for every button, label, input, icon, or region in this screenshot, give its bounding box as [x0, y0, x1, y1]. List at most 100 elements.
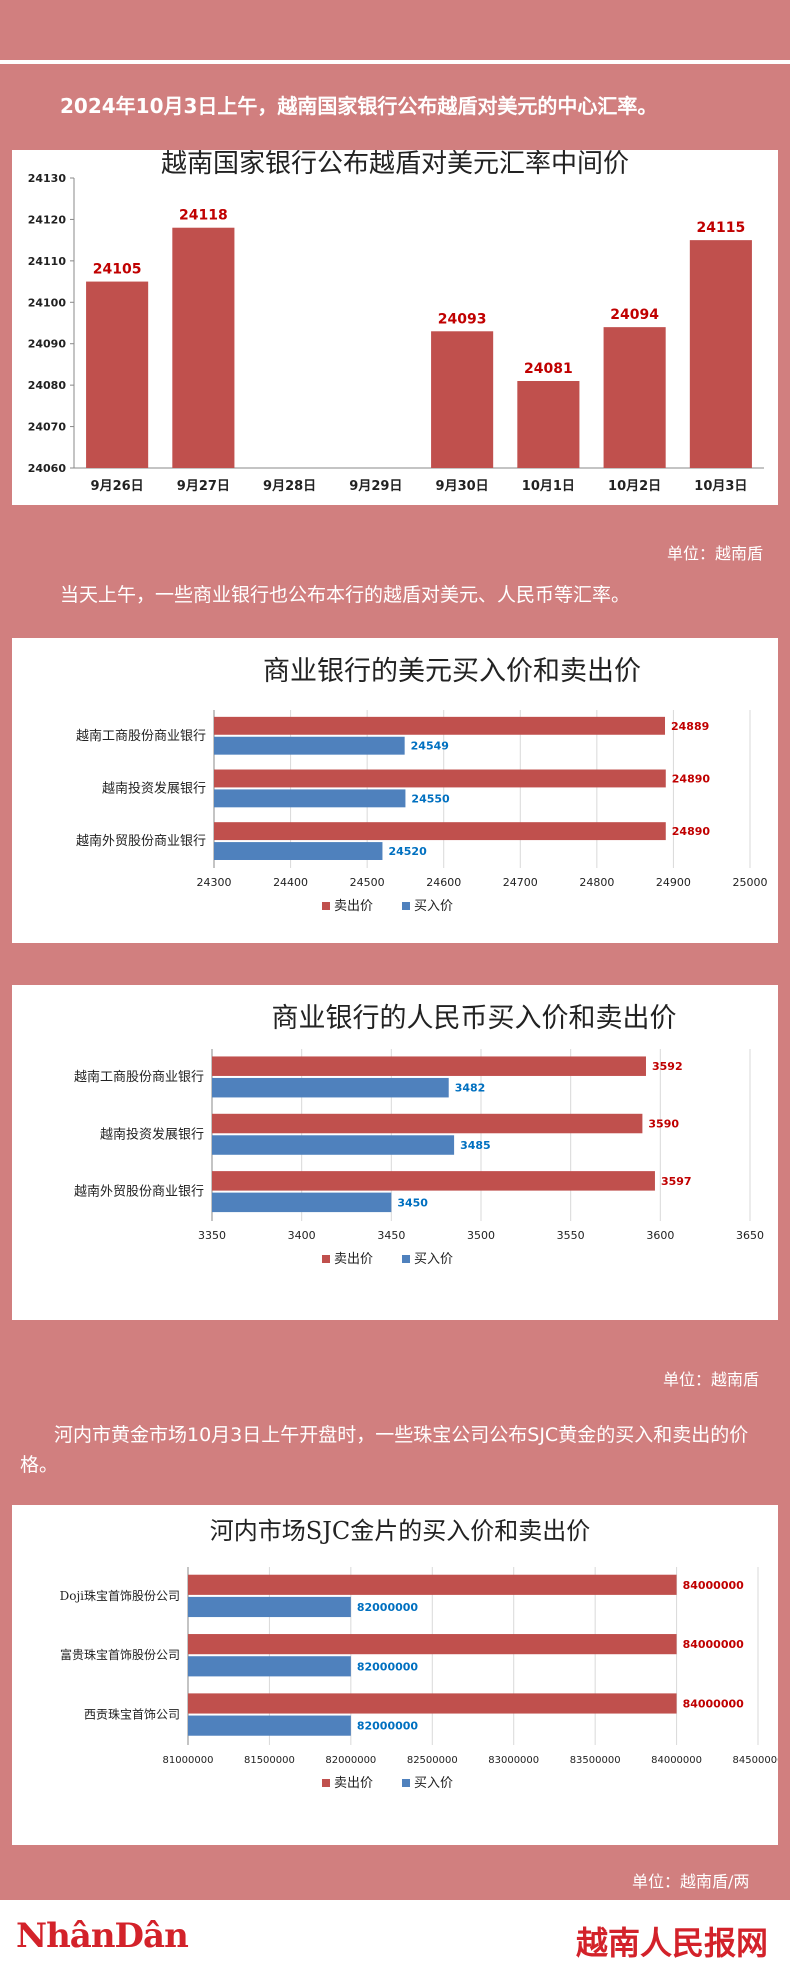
bar-buy	[188, 1715, 351, 1736]
bar-buy	[212, 1135, 455, 1155]
category-label: 富贵珠宝首饰股份公司	[60, 1647, 180, 1662]
data-label-buy: 82000000	[357, 1660, 419, 1673]
bar-sell	[188, 1634, 677, 1655]
unit-label-2: 单位：越南盾	[663, 1370, 760, 1389]
chart-cny-buy-sell: 商业银行的人民币买入价和卖出价 3350 3400 3450 3500 3550 3600 3…	[74, 1003, 764, 1267]
data-label-sell: 24890	[672, 825, 711, 838]
x-tick-label: 3450	[377, 1229, 405, 1242]
x-tick-label: 3550	[557, 1229, 585, 1242]
nhandan-logo[interactable]: NhânDân	[16, 1916, 189, 1956]
legend-swatch-sell	[322, 1779, 330, 1787]
bar-sell	[214, 716, 666, 735]
bar	[603, 327, 666, 468]
legend-swatch-buy	[402, 1779, 410, 1787]
bar-sell	[214, 822, 666, 841]
chart-title: 商业银行的美元买入价和卖出价	[263, 656, 641, 687]
x-tick-label: 3600	[646, 1229, 674, 1242]
x-tick-label: 82000000	[325, 1755, 376, 1766]
intro-text: 2024年10月3日上午，越南国家银行公布越盾对美元的中心汇率。	[60, 94, 658, 118]
bar-sell	[188, 1574, 677, 1595]
chart-central-rate: 越南国家银行公布越盾对美元汇率中间价 24060 24070 24080 24090 24…	[28, 150, 764, 494]
chart-title: 河内市场SJC金片的买入价和卖出价	[210, 1517, 590, 1545]
x-tick-label: 24500	[350, 876, 385, 889]
x-tick-label: 82500000	[407, 1755, 458, 1766]
data-label-buy: 3450	[397, 1196, 428, 1209]
footer: NhânDân 越南人民报网	[0, 1900, 790, 1975]
chart-panel-1: 越南国家银行公布越盾对美元汇率中间价 24060 24070 24080 24090 24…	[12, 150, 778, 505]
para3-text: 河内市黄金市场10月3日上午开盘时，一些珠宝公司公布SJC黄金的买入和卖出的价格…	[20, 1424, 749, 1476]
x-tick-label: 9月30日	[436, 479, 489, 494]
data-label-buy: 82000000	[357, 1601, 419, 1614]
category-label: 越南投资发展银行	[100, 1126, 204, 1142]
x-tick-label: 10月2日	[608, 479, 661, 494]
y-tick-label: 24080	[28, 379, 67, 392]
x-tick-label: 24300	[197, 876, 232, 889]
legend-label-sell: 卖出价	[334, 1776, 373, 1791]
data-label-sell: 24890	[672, 772, 711, 785]
x-tick-label: 10月3日	[694, 479, 747, 494]
x-tick-label: 24700	[503, 876, 538, 889]
data-label: 24094	[610, 307, 659, 323]
category-label: 越南外贸股份商业银行	[74, 1184, 204, 1200]
chart-usd-buy-sell: 商业银行的美元买入价和卖出价 24300 24400 24500 24600 24700 2…	[76, 656, 768, 914]
legend-swatch-buy	[402, 1255, 410, 1263]
bar-sell	[188, 1693, 677, 1714]
data-label-buy: 3482	[455, 1082, 486, 1095]
bar	[86, 281, 149, 468]
x-tick-label: 9月29日	[349, 479, 402, 494]
data-label-buy: 24550	[411, 792, 450, 805]
bar-sell	[212, 1171, 655, 1191]
data-label-sell: 3592	[652, 1060, 683, 1073]
legend-swatch-buy	[402, 902, 410, 910]
x-tick-label: 9月26日	[91, 479, 144, 494]
legend-label-buy: 买入价	[414, 1776, 453, 1791]
x-tick-label: 83000000	[488, 1755, 539, 1766]
data-label: 24115	[697, 220, 746, 236]
bar-sell	[214, 769, 666, 788]
y-tick-label: 24090	[28, 338, 67, 351]
x-tick-label: 3650	[736, 1229, 764, 1242]
x-tick-label: 3500	[467, 1229, 495, 1242]
x-tick-label: 81500000	[244, 1755, 295, 1766]
bar	[689, 240, 752, 468]
x-tick-label: 84000000	[651, 1755, 702, 1766]
chart-title: 商业银行的人民币买入价和卖出价	[272, 1003, 677, 1034]
y-tick-label: 24130	[28, 172, 67, 185]
x-tick-label: 24600	[426, 876, 461, 889]
chart-title: 越南国家银行公布越盾对美元汇率中间价	[161, 150, 629, 179]
legend-label-sell: 卖出价	[334, 1252, 373, 1267]
x-tick-label: 84500000	[733, 1755, 778, 1766]
bar-sell	[212, 1113, 643, 1134]
data-label-sell: 84000000	[683, 1697, 745, 1710]
x-tick-label: 9月28日	[263, 479, 316, 494]
bar-buy	[214, 789, 406, 808]
data-label-buy: 24520	[388, 845, 427, 858]
unit-label-1: 单位：越南盾	[667, 544, 764, 563]
bar-sell	[212, 1056, 646, 1076]
x-tick-label: 83500000	[570, 1755, 621, 1766]
x-tick-label: 3350	[198, 1229, 226, 1242]
chart-panel-4: 河内市场SJC金片的买入价和卖出价 81000000 81500000 8200000…	[12, 1505, 778, 1845]
data-label-sell: 3590	[648, 1118, 679, 1131]
data-label-sell: 84000000	[683, 1579, 745, 1592]
category-label: 西贡珠宝首饰公司	[84, 1708, 180, 1722]
bar-buy	[212, 1077, 449, 1098]
y-tick-label: 24120	[28, 213, 67, 226]
bar-buy	[214, 842, 383, 860]
data-label: 24081	[524, 361, 573, 377]
category-label: 越南工商股份商业银行	[74, 1069, 204, 1085]
x-tick-label: 24400	[273, 876, 308, 889]
data-label-buy: 3485	[460, 1139, 491, 1152]
x-tick-label: 25000	[733, 876, 768, 889]
bar-buy	[212, 1192, 392, 1213]
x-tick-label: 81000000	[163, 1755, 214, 1766]
site-name-logo[interactable]: 越南人民报网	[575, 1924, 768, 1962]
legend-label-sell: 卖出价	[334, 899, 373, 914]
category-label: 越南外贸股份商业银行	[76, 833, 206, 849]
legend-label-buy: 买入价	[414, 1252, 453, 1267]
data-label: 24118	[179, 208, 228, 224]
y-tick-label: 24060	[28, 462, 67, 475]
category-label: 越南工商股份商业银行	[76, 728, 206, 744]
chart-sjc-gold: 河内市场SJC金片的买入价和卖出价 81000000 81500000 8200000…	[60, 1517, 778, 1791]
bar	[431, 331, 494, 468]
